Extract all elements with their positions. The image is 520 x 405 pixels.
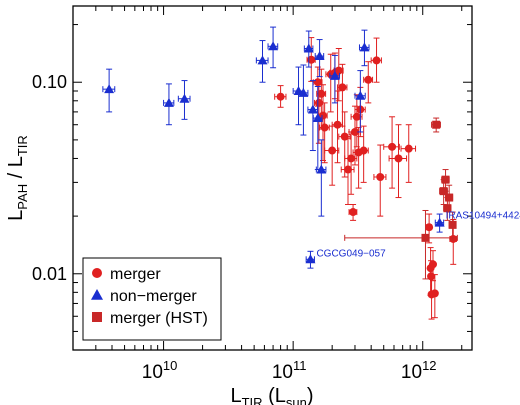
point-annotation: IRAS10494+4424 [446, 211, 520, 222]
data-point [312, 113, 323, 123]
legend-marker-circle [92, 268, 102, 278]
data-point [328, 146, 337, 155]
data-point [443, 204, 452, 213]
data-point [268, 41, 279, 51]
x-axis-label: LTIR (Lsun) [230, 385, 313, 405]
data-point [303, 43, 314, 53]
data-points [102, 26, 458, 320]
data-point [439, 187, 448, 196]
data-point [349, 208, 358, 217]
data-point [449, 234, 458, 243]
data-point [314, 51, 325, 61]
legend-marker-triangle [91, 289, 103, 300]
data-point [359, 146, 368, 155]
data-point [404, 144, 413, 153]
data-point [276, 92, 285, 101]
data-point [298, 87, 309, 97]
data-point [307, 104, 318, 114]
data-point [333, 120, 342, 129]
data-point [307, 55, 316, 64]
x-tick-label: 1010 [142, 358, 178, 383]
series-square [344, 117, 458, 280]
data-point [359, 42, 370, 52]
plot-frame [72, 5, 473, 351]
y-axis-label: LPAH / LTIR [5, 135, 30, 221]
series-triangle [102, 26, 445, 269]
axis-labels: LTIR (Lsun) LPAH / LTIR [5, 135, 314, 405]
data-point [329, 70, 340, 80]
data-point [428, 260, 437, 269]
data-point [343, 165, 352, 174]
legend-label: merger [110, 266, 161, 283]
data-point [104, 84, 115, 94]
data-point [372, 56, 381, 65]
data-point [347, 154, 356, 163]
data-point [425, 223, 434, 232]
data-point [421, 233, 430, 242]
data-point [448, 220, 457, 229]
data-point [257, 55, 268, 65]
data-point [314, 98, 323, 107]
point-annotation: CGCG049−057 [316, 249, 386, 260]
y-tick-label: 0.10 [32, 72, 67, 92]
series-circle [274, 37, 458, 320]
y-tick-label: 0.01 [32, 264, 67, 284]
data-point [163, 97, 174, 107]
data-point [394, 154, 403, 163]
data-point [316, 164, 327, 174]
x-tick-label: 1012 [401, 358, 437, 383]
data-point [364, 75, 373, 84]
data-point [430, 289, 439, 298]
legend-label: merger (HST) [110, 310, 208, 327]
axis-ticks: 1010 1011 1012 0.01 0.10 [32, 6, 472, 383]
data-point [355, 90, 366, 100]
data-point [434, 217, 445, 227]
data-point [320, 123, 329, 132]
data-point [352, 112, 361, 121]
plot-area [72, 5, 473, 351]
data-point [305, 254, 316, 264]
legend: merger non−merger merger (HST) [82, 257, 222, 341]
data-point [338, 83, 347, 92]
data-point [179, 93, 190, 103]
data-point [334, 66, 343, 75]
annotations: IRAS10494+4424 CGCG049−057 [316, 211, 520, 260]
data-point [388, 142, 397, 151]
data-point [432, 120, 441, 129]
legend-box [82, 257, 222, 341]
data-point [376, 173, 385, 182]
legend-marker-square [92, 312, 102, 322]
legend-label: non−merger [110, 288, 197, 305]
x-tick-label: 1011 [272, 358, 307, 383]
